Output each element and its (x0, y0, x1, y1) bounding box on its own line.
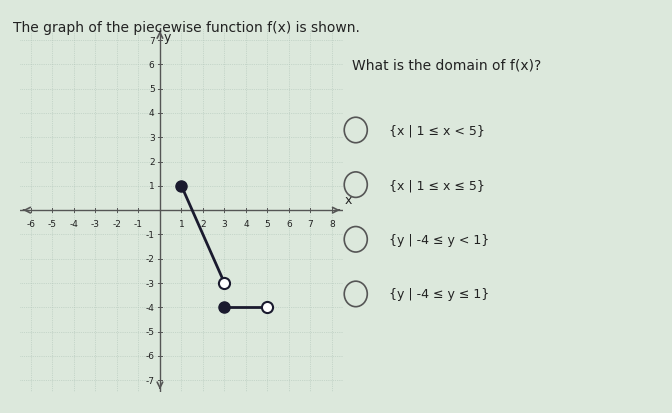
Text: -2: -2 (146, 254, 155, 263)
Text: 6: 6 (286, 219, 292, 228)
Text: {x | 1 ≤ x ≤ 5}: {x | 1 ≤ x ≤ 5} (388, 179, 485, 192)
Text: 4: 4 (243, 219, 249, 228)
Text: {x | 1 ≤ x < 5}: {x | 1 ≤ x < 5} (388, 124, 485, 137)
Text: y: y (163, 31, 171, 44)
Text: 1: 1 (149, 182, 155, 191)
Text: -5: -5 (48, 219, 57, 228)
Text: {y | -4 ≤ y < 1}: {y | -4 ≤ y < 1} (388, 233, 489, 246)
Text: x: x (345, 194, 352, 207)
Text: -2: -2 (112, 219, 122, 228)
Text: -3: -3 (91, 219, 100, 228)
Text: 3: 3 (149, 133, 155, 142)
Text: 5: 5 (149, 85, 155, 94)
Text: -3: -3 (146, 279, 155, 288)
Text: 2: 2 (149, 158, 155, 167)
Text: 3: 3 (222, 219, 227, 228)
Text: -4: -4 (69, 219, 79, 228)
Text: -1: -1 (134, 219, 143, 228)
Text: 5: 5 (265, 219, 270, 228)
Text: -6: -6 (26, 219, 36, 228)
Text: 4: 4 (149, 109, 155, 118)
Text: 2: 2 (200, 219, 206, 228)
Text: 1: 1 (179, 219, 184, 228)
Text: -1: -1 (146, 230, 155, 240)
Text: -4: -4 (146, 303, 155, 312)
Text: What is the domain of f(x)?: What is the domain of f(x)? (352, 58, 542, 72)
Text: 6: 6 (149, 61, 155, 70)
Text: {y | -4 ≤ y ≤ 1}: {y | -4 ≤ y ≤ 1} (388, 288, 489, 301)
Text: 8: 8 (329, 219, 335, 228)
Text: 7: 7 (308, 219, 313, 228)
Text: -7: -7 (146, 376, 155, 385)
Text: -5: -5 (146, 327, 155, 336)
Text: 7: 7 (149, 36, 155, 45)
Text: The graph of the piecewise function f(x) is shown.: The graph of the piecewise function f(x)… (13, 21, 360, 35)
Text: -6: -6 (146, 351, 155, 361)
